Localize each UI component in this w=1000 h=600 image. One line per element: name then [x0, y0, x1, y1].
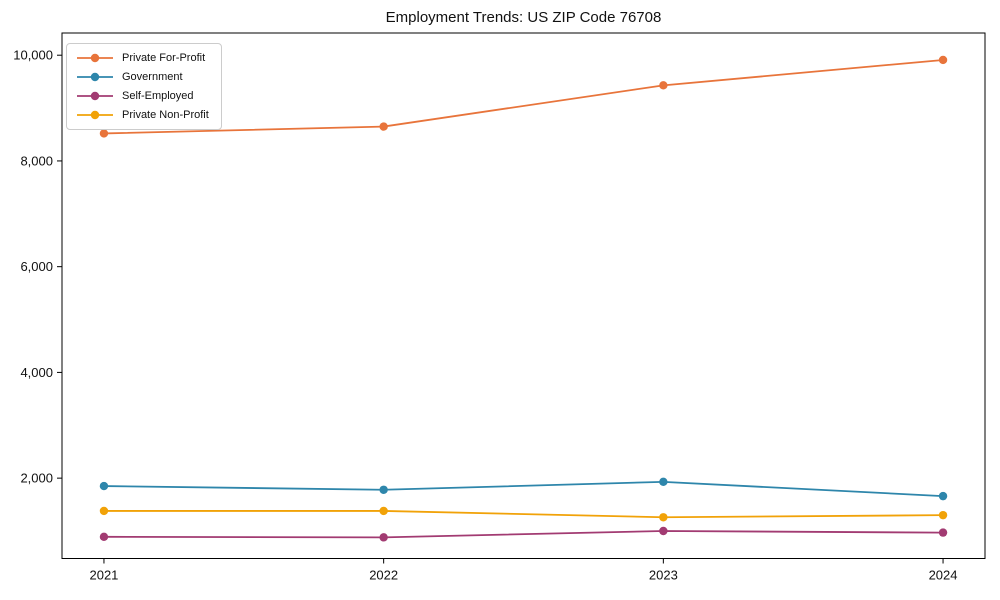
- legend-marker: [90, 110, 100, 120]
- legend-label: Self-Employed: [122, 90, 194, 102]
- legend-marker: [90, 72, 100, 82]
- data-point-marker-private-for-profit: [659, 81, 668, 90]
- y-tick-label: 2,000: [20, 471, 53, 486]
- x-tick-label: 2023: [649, 568, 678, 583]
- data-point-marker-government: [99, 481, 109, 491]
- x-tick-label: 2022: [369, 568, 398, 583]
- legend-item: Private For-Profit: [75, 50, 209, 66]
- data-point-marker-self-employed: [938, 528, 948, 537]
- data-point-marker-government: [379, 485, 388, 494]
- legend-line-marker-icon: [77, 110, 113, 120]
- legend-label: Private For-Profit: [122, 52, 206, 64]
- data-point-marker-private-non-profit: [659, 513, 668, 522]
- legend-marker: [90, 53, 100, 63]
- x-tick-label: 2021: [89, 568, 118, 583]
- y-tick-label: 8,000: [20, 153, 53, 168]
- y-tick-label: 6,000: [20, 259, 53, 274]
- legend-line-marker-icon: [77, 53, 113, 63]
- legend-label: Government: [122, 71, 183, 83]
- y-tick-label: 4,000: [20, 365, 53, 380]
- legend: Private For-Profit Government Self-Employe…: [66, 43, 222, 130]
- data-point-marker-government: [938, 491, 948, 501]
- series-line-self-employed: [103, 530, 944, 539]
- data-point-marker-self-employed: [99, 532, 109, 542]
- data-point-marker-private-non-profit: [938, 510, 948, 520]
- x-tick-label: 2024: [929, 568, 958, 583]
- legend-item: Private Non-Profit: [75, 107, 209, 123]
- data-point-marker-private-for-profit: [938, 55, 948, 65]
- chart-title: Employment Trends: US ZIP Code 76708: [385, 9, 662, 26]
- series-line-private-non-profit: [103, 510, 944, 519]
- data-point-marker-private-non-profit: [99, 506, 109, 516]
- plot-border: [61, 32, 986, 559]
- data-point-marker-private-for-profit: [379, 122, 388, 131]
- y-tick-label: 10,000: [13, 48, 53, 63]
- legend-item: Government: [75, 69, 209, 85]
- data-point-marker-private-non-profit: [379, 506, 388, 516]
- data-point-marker-private-for-profit: [99, 129, 109, 138]
- data-point-marker-self-employed: [379, 533, 388, 542]
- legend-label: Private Non-Profit: [122, 109, 209, 121]
- legend-item: Self-Employed: [75, 88, 209, 104]
- series-line-private-for-profit: [103, 59, 944, 135]
- legend-marker: [90, 91, 100, 101]
- data-point-marker-self-employed: [659, 526, 668, 536]
- data-point-marker-government: [659, 477, 668, 487]
- legend-line-marker-icon: [77, 91, 113, 101]
- series-line-government: [103, 480, 944, 498]
- legend-line-marker-icon: [77, 72, 113, 82]
